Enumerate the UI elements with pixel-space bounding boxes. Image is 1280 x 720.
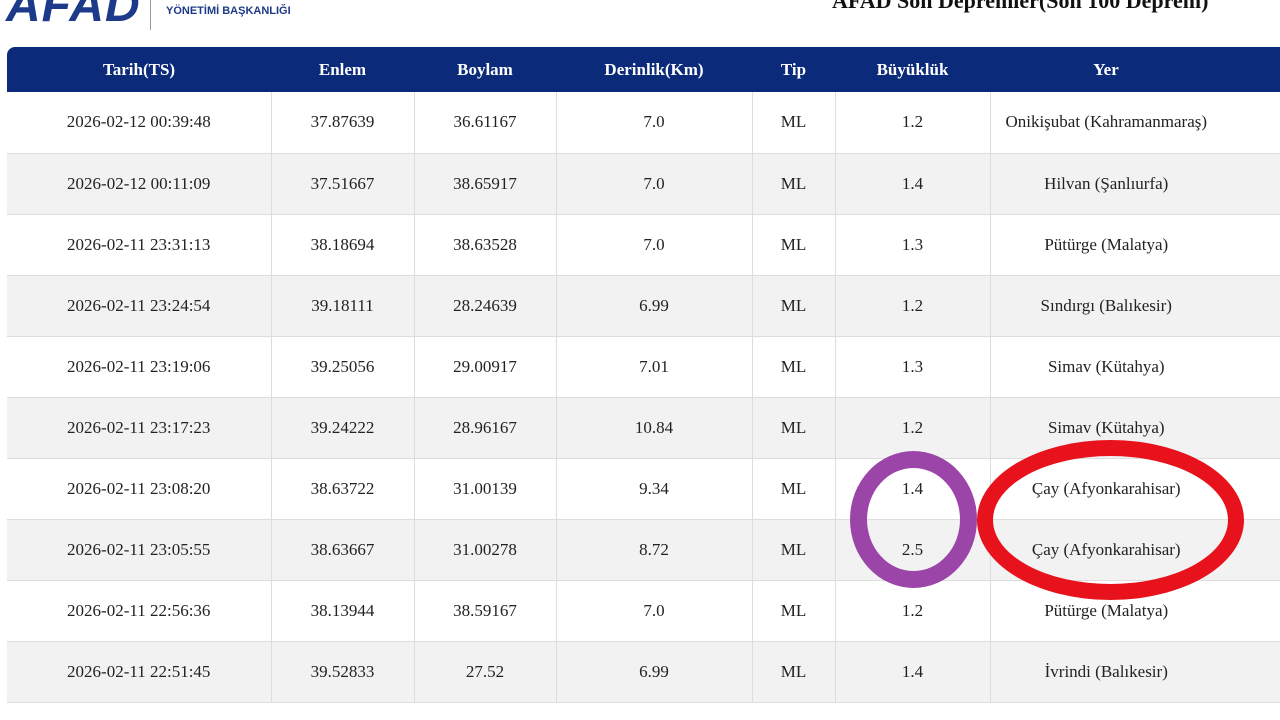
table-cell: 36.61167 — [414, 92, 557, 154]
table-cell: 1.2 — [835, 580, 991, 642]
table-cell: 7.0 — [556, 153, 753, 215]
org-name: YÖNETİMİ BAŞKANLIĞI — [166, 5, 291, 17]
table-cell: 1.4 — [835, 458, 991, 520]
table-cell: 1.3 — [835, 214, 991, 276]
table-cell: ML — [752, 336, 836, 398]
table-cell: 1.2 — [835, 275, 991, 337]
table-cell: Simav (Kütahya) — [990, 397, 1280, 459]
table-row: 2026-02-11 23:31:13 38.18694 38.63528 7.0 ML… — [7, 214, 1280, 276]
table-cell: 2.5 — [835, 519, 991, 581]
afad-logo: AFAD — [6, 0, 141, 32]
table-row: 2026-02-11 23:24:54 39.18111 28.24639 6.99 M… — [7, 275, 1280, 337]
page-title: AFAD Son Depremler(Son 100 Deprem) — [832, 0, 1209, 13]
table-cell: 38.63722 — [271, 458, 415, 520]
table-cell: 37.87639 — [271, 92, 415, 154]
table-cell: 39.18111 — [271, 275, 415, 337]
table-header: Tarih(TS) Enlem Boylam Derinlik(Km) Tip Büyük… — [7, 47, 1280, 92]
table-cell: 38.13944 — [271, 580, 415, 642]
table-cell: Simav (Kütahya) — [990, 336, 1280, 398]
table-cell: ML — [752, 92, 836, 154]
table-cell: 2026-02-11 23:05:55 — [7, 519, 272, 581]
table-cell: Çay (Afyonkarahisar) — [990, 458, 1280, 520]
table-cell: 7.0 — [556, 92, 753, 154]
table-cell: Pütürge (Malatya) — [990, 214, 1280, 276]
table-cell: ML — [752, 153, 836, 215]
table-cell: ML — [752, 641, 836, 703]
table-cell: 10.84 — [556, 397, 753, 459]
column-header: Yer — [1093, 59, 1119, 79]
column-header: Derinlik(Km) — [604, 59, 704, 79]
table-row: 2026-02-11 23:08:20 38.63722 31.00139 9.34 M… — [7, 458, 1280, 520]
column-header: Boylam — [457, 59, 513, 79]
table-cell: 7.0 — [556, 580, 753, 642]
table-cell: 38.65917 — [414, 153, 557, 215]
table-cell: 7.01 — [556, 336, 753, 398]
table-row: 2026-02-12 00:11:09 37.51667 38.65917 7.0 ML… — [7, 153, 1280, 215]
table-cell: 1.4 — [835, 153, 991, 215]
table-cell: 2026-02-11 22:56:36 — [7, 580, 272, 642]
table-cell: İvrindi (Balıkesir) — [990, 641, 1280, 703]
table-cell: 2026-02-11 23:17:23 — [7, 397, 272, 459]
table-cell: Pütürge (Malatya) — [990, 580, 1280, 642]
earthquake-table: Tarih(TS) Enlem Boylam Derinlik(Km) Tip Büyük… — [7, 47, 1280, 703]
table-cell: 39.25056 — [271, 336, 415, 398]
table-cell: 2026-02-11 23:19:06 — [7, 336, 272, 398]
table-row: 2026-02-12 00:39:48 37.87639 36.61167 7.0 ML… — [7, 92, 1280, 154]
table-cell: 28.24639 — [414, 275, 557, 337]
table-cell: 2026-02-12 00:39:48 — [7, 92, 272, 154]
table-cell: 39.24222 — [271, 397, 415, 459]
table-row: 2026-02-11 22:51:45 39.52833 27.52 6.99 ML 1.… — [7, 641, 1280, 703]
table-cell: 27.52 — [414, 641, 557, 703]
table-cell: 2026-02-11 23:24:54 — [7, 275, 272, 337]
table-cell: ML — [752, 580, 836, 642]
table-cell: 1.2 — [835, 397, 991, 459]
table-row: 2026-02-11 23:19:06 39.25056 29.00917 7.01 M… — [7, 336, 1280, 398]
table-cell: 8.72 — [556, 519, 753, 581]
table-cell: 2026-02-11 22:51:45 — [7, 641, 272, 703]
logo-divider — [150, 0, 151, 30]
table-row: 2026-02-11 23:05:55 38.63667 31.00278 8.72 M… — [7, 519, 1280, 581]
table-cell: 2026-02-12 00:11:09 — [7, 153, 272, 215]
table-cell: ML — [752, 275, 836, 337]
table-cell: 1.2 — [835, 92, 991, 154]
table-cell: 38.59167 — [414, 580, 557, 642]
table-cell: 6.99 — [556, 641, 753, 703]
table-row: 2026-02-11 22:56:36 38.13944 38.59167 7.0 ML… — [7, 580, 1280, 642]
table-cell: 31.00278 — [414, 519, 557, 581]
column-header: Büyüklük — [876, 59, 949, 79]
table-cell: 7.0 — [556, 214, 753, 276]
table-cell: ML — [752, 214, 836, 276]
table-cell: Onikişubat (Kahramanmaraş) — [990, 92, 1280, 154]
table-cell: Hilvan (Şanlıurfa) — [990, 153, 1280, 215]
table-cell: 28.96167 — [414, 397, 557, 459]
table-cell: ML — [752, 458, 836, 520]
table-cell: ML — [752, 397, 836, 459]
table-cell: 9.34 — [556, 458, 753, 520]
table-cell: 1.3 — [835, 336, 991, 398]
column-header: Tip — [780, 59, 807, 79]
table-cell: Çay (Afyonkarahisar) — [990, 519, 1280, 581]
column-header: Tarih(TS) — [102, 59, 176, 79]
table-cell: 2026-02-11 23:08:20 — [7, 458, 272, 520]
table-cell: 1.4 — [835, 641, 991, 703]
table-cell: 39.52833 — [271, 641, 415, 703]
table-row: 2026-02-11 23:17:23 39.24222 28.96167 10.84… — [7, 397, 1280, 459]
table-cell: 38.63667 — [271, 519, 415, 581]
table-cell: 29.00917 — [414, 336, 557, 398]
table-cell: 2026-02-11 23:31:13 — [7, 214, 272, 276]
table-cell: 6.99 — [556, 275, 753, 337]
column-header: Enlem — [318, 59, 367, 79]
table-cell: 31.00139 — [414, 458, 557, 520]
table-cell: 38.63528 — [414, 214, 557, 276]
table-cell: ML — [752, 519, 836, 581]
table-cell: 38.18694 — [271, 214, 415, 276]
table-cell: Sındırgı (Balıkesir) — [990, 275, 1280, 337]
table-cell: 37.51667 — [271, 153, 415, 215]
